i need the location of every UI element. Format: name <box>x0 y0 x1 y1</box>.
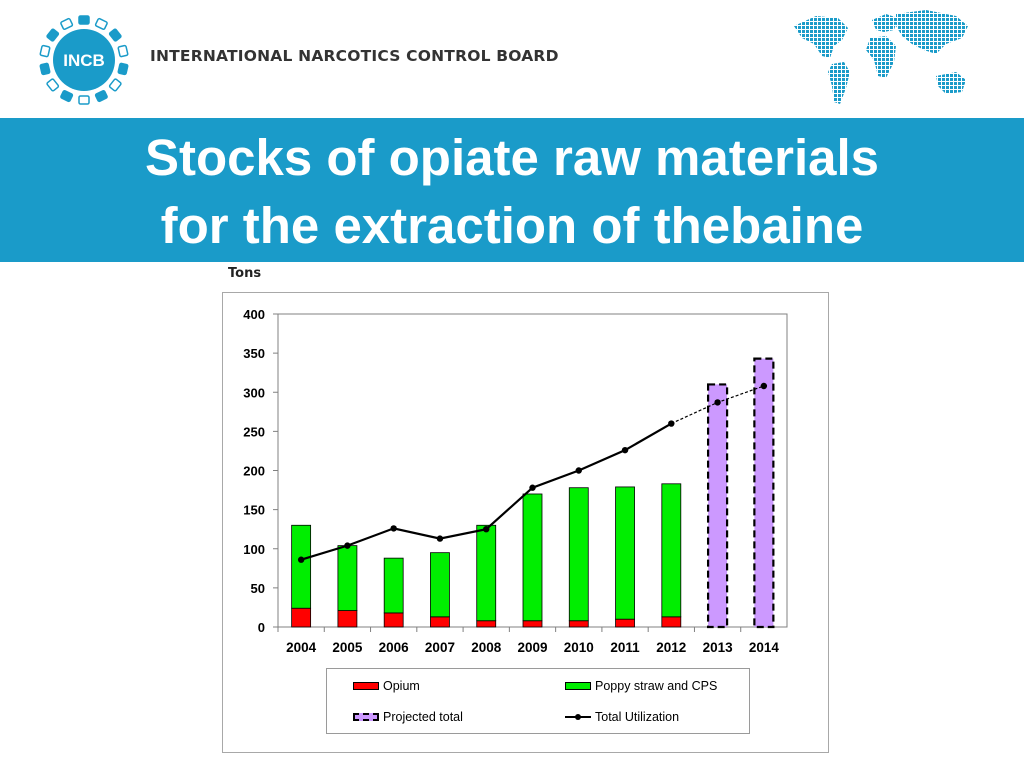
chart-plot: 0 50 100 150 200 250 300 350 400 2004 2005 2006 2007… <box>243 307 788 655</box>
utilization-point <box>621 446 629 454</box>
y-tick-label: 400 <box>243 307 265 322</box>
bar-opium <box>383 612 404 628</box>
bar-opium <box>476 620 497 628</box>
logo-gear-tooth <box>60 17 74 30</box>
legend-swatch-utilization <box>565 714 591 720</box>
utilization-point <box>344 542 351 549</box>
bar-poppy-straw <box>615 486 635 620</box>
logo-gear-tooth <box>94 90 108 103</box>
bar-poppy-straw <box>430 552 450 618</box>
utilization-point <box>714 399 721 406</box>
logo-gear-tooth <box>108 78 122 92</box>
logo-gear-tooth <box>46 78 60 92</box>
y-tick-label: 350 <box>243 346 265 361</box>
logo-gear-tooth <box>78 15 90 25</box>
utilization-point <box>390 525 397 532</box>
logo-gear-tooth <box>60 90 74 103</box>
y-tick-label: 300 <box>243 385 265 400</box>
slide-title-line-2: for the extraction of thebaine <box>160 197 864 254</box>
logo-gear-tooth <box>39 44 51 58</box>
utilization-point <box>297 556 305 563</box>
logo-gear-tooth <box>94 17 108 30</box>
chart-legend: Opium Poppy straw and CPS Projected tota… <box>326 668 750 734</box>
x-tick-label: 2012 <box>656 640 686 655</box>
y-axis-unit-label: Tons <box>228 266 262 281</box>
x-tick-label: 2009 <box>517 640 547 655</box>
bar-opium <box>568 620 589 628</box>
bar-projected-total <box>706 383 729 629</box>
legend-label-utilization: Total Utilization <box>595 710 680 724</box>
utilization-point <box>668 420 675 427</box>
y-tick-label: 50 <box>251 581 265 596</box>
legend-swatch-poppy-straw <box>565 682 591 690</box>
bar-poppy-straw <box>568 487 589 622</box>
bar-opium <box>522 620 543 628</box>
bar-opium <box>291 607 312 628</box>
y-tick-label: 0 <box>258 620 265 635</box>
bar-poppy-straw <box>337 545 358 611</box>
bar-poppy-straw <box>291 524 312 609</box>
bar-opium <box>615 618 635 628</box>
legend-swatch-opium <box>353 682 379 690</box>
x-tick-label: 2006 <box>379 640 410 655</box>
organization-name: INTERNATIONAL NARCOTICS CONTROL BOARD <box>150 47 559 65</box>
legend-label-poppy-straw: Poppy straw and CPS <box>595 679 718 693</box>
utilization-point <box>483 525 490 533</box>
x-tick-label: 2008 <box>471 640 502 655</box>
logo-gear-tooth <box>39 62 51 76</box>
utilization-point <box>436 535 444 542</box>
logo-gear-tooth <box>108 28 122 42</box>
legend-label-opium: Opium <box>383 679 420 693</box>
bar-opium <box>337 610 358 628</box>
utilization-point <box>575 467 582 474</box>
utilization-point <box>760 382 768 390</box>
x-tick-label: 2010 <box>564 640 594 655</box>
y-tick-label: 250 <box>243 424 265 439</box>
y-tick-label: 200 <box>243 464 265 479</box>
utilization-point <box>529 484 536 491</box>
incb-gear-logo-icon: INCB <box>39 15 129 105</box>
bar-poppy-straw <box>383 557 404 614</box>
y-tick-label: 100 <box>243 542 265 557</box>
bar-projected-total <box>753 357 775 629</box>
x-tick-label: 2014 <box>749 640 780 655</box>
x-tick-label: 2011 <box>610 640 640 655</box>
title-banner <box>0 118 1024 262</box>
x-tick-label: 2007 <box>425 640 455 655</box>
bar-poppy-straw <box>661 483 682 618</box>
slide-title-line-1: Stocks of opiate raw materials <box>144 129 880 186</box>
bar-poppy-straw <box>522 493 543 622</box>
logo-gear-tooth <box>117 44 129 58</box>
y-tick-label: 150 <box>243 503 265 518</box>
logo-text: INCB <box>63 51 105 70</box>
bar-opium <box>430 616 450 628</box>
legend-swatch-projected <box>353 713 379 721</box>
logo-gear-tooth <box>78 95 90 105</box>
bar-opium <box>661 616 682 628</box>
x-tick-label: 2013 <box>703 640 734 655</box>
legend-label-projected: Projected total <box>383 710 463 724</box>
bar-poppy-straw <box>476 524 497 622</box>
header-bar: INCB INTERNATIONAL NARCOTICS CONTROL BOA… <box>0 0 1024 118</box>
x-tick-label: 2005 <box>332 640 363 655</box>
x-tick-label: 2004 <box>286 640 317 655</box>
dotted-world-map-icon <box>794 10 968 104</box>
logo-gear-tooth <box>117 62 129 76</box>
logo-gear-tooth <box>46 28 60 42</box>
